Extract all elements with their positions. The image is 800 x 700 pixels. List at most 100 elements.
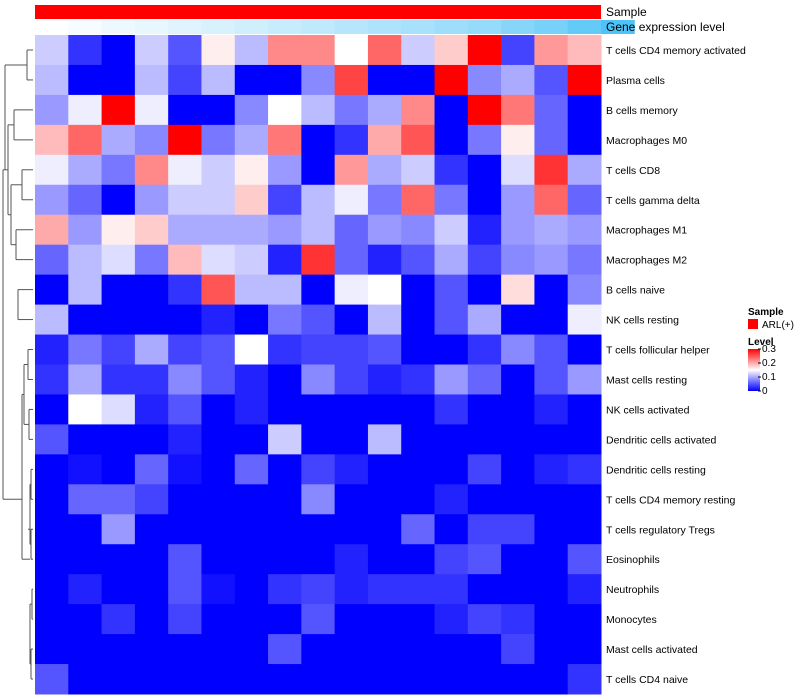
heatmap-cell (501, 544, 535, 575)
heatmap-cell (35, 64, 69, 96)
heatmap-cell (501, 214, 535, 246)
heatmap-cell (367, 604, 402, 635)
heatmap-cell (367, 154, 402, 186)
row-label: B cells memory (606, 105, 679, 117)
heatmap-cell (101, 334, 136, 365)
row-label: T cells gamma delta (606, 195, 700, 207)
heatmap-cell (301, 244, 336, 276)
heatmap-cell (567, 424, 602, 455)
heatmap-cell (401, 514, 436, 545)
legend-tick-label: 0.1 (762, 372, 776, 383)
heatmap-cell (168, 574, 202, 605)
heatmap-cell (101, 424, 136, 455)
heatmap-cell (301, 604, 336, 635)
heatmap-cell (467, 364, 502, 395)
heatmap-cell (334, 274, 369, 306)
heatmap-cell (567, 154, 602, 186)
heatmap-cell (134, 544, 169, 575)
heatmap-cell (101, 364, 136, 395)
heatmap-cell (201, 64, 236, 96)
expression-annotation-cell (401, 20, 436, 34)
heatmap-cell (268, 394, 302, 425)
heatmap-cell (268, 364, 302, 395)
heatmap-cell (467, 424, 502, 455)
heatmap-cell (567, 604, 602, 635)
heatmap-cell (234, 634, 269, 665)
heatmap-cell (367, 664, 402, 695)
heatmap-cell (334, 184, 369, 216)
heatmap-cell (367, 334, 402, 365)
heatmap-cell (534, 94, 569, 126)
heatmap-cell (501, 574, 535, 605)
heatmap-cell (367, 514, 402, 545)
heatmap-cell (334, 364, 369, 395)
heatmap-cell (467, 94, 502, 126)
heatmap-cell (201, 35, 236, 66)
row-label: T cells CD4 naive (606, 674, 688, 686)
heatmap-cell (68, 574, 103, 605)
heatmap-cell (467, 244, 502, 276)
heatmap-cell (201, 154, 236, 186)
heatmap-cell (68, 35, 103, 66)
heatmap-cell (301, 304, 336, 336)
heatmap-cell (201, 544, 236, 575)
heatmap-cell (301, 124, 336, 156)
heatmap-cell (334, 304, 369, 336)
heatmap-cell (434, 394, 469, 425)
row-label: B cells naive (606, 285, 665, 297)
heatmap-cell (334, 574, 369, 605)
heatmap-cell (534, 634, 569, 665)
heatmap-cell (534, 664, 569, 695)
heatmap-cell (68, 214, 103, 246)
heatmap-cell (334, 484, 369, 515)
heatmap-cell (101, 274, 136, 306)
heatmap-cell (367, 184, 402, 216)
heatmap-cell (367, 544, 402, 575)
heatmap-cell (501, 94, 535, 126)
heatmap-cell (68, 274, 103, 306)
heatmap-cell (134, 454, 169, 485)
heatmap-cell (367, 274, 402, 306)
heatmap-cell (201, 454, 236, 485)
heatmap-cell (168, 634, 202, 665)
heatmap-cell (334, 544, 369, 575)
row-label: Macrophages M0 (606, 135, 687, 147)
heatmap-cell (168, 184, 202, 216)
heatmap-cell (268, 664, 302, 695)
heatmap-cell (35, 364, 69, 395)
heatmap-cell (367, 64, 402, 96)
heatmap-cell (467, 394, 502, 425)
heatmap-cell (268, 274, 302, 306)
heatmap-cell (567, 514, 602, 545)
heatmap-cell (201, 634, 236, 665)
heatmap-cell (268, 244, 302, 276)
heatmap-cell (434, 334, 469, 365)
heatmap-cell (134, 574, 169, 605)
heatmap-cell (134, 604, 169, 635)
heatmap-cell (334, 124, 369, 156)
heatmap-cell (434, 184, 469, 216)
heatmap-cell (567, 274, 602, 306)
heatmap-cell (467, 35, 502, 66)
heatmap-cell (334, 454, 369, 485)
heatmap-cell (501, 634, 535, 665)
heatmap-cell (301, 35, 336, 66)
heatmap-cell (201, 94, 236, 126)
heatmap-cell (534, 574, 569, 605)
heatmap-cell (467, 574, 502, 605)
legend-sample-title: Sample (748, 307, 784, 318)
heatmap-cell (501, 244, 535, 276)
heatmap-cell (367, 304, 402, 336)
heatmap-cell (434, 274, 469, 306)
heatmap-cell (68, 544, 103, 575)
heatmap-cell (168, 454, 202, 485)
heatmap-cell (401, 664, 436, 695)
heatmap-cell (401, 424, 436, 455)
heatmap-cell (234, 334, 269, 365)
heatmap-cell (567, 244, 602, 276)
heatmap-cell (134, 154, 169, 186)
heatmap-cell (467, 484, 502, 515)
heatmap-cell (501, 184, 535, 216)
heatmap-cell (68, 124, 103, 156)
heatmap-cell (367, 634, 402, 665)
